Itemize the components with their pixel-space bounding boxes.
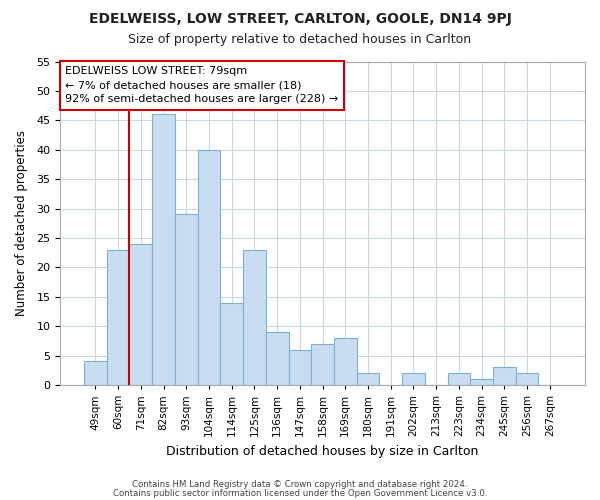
Text: Size of property relative to detached houses in Carlton: Size of property relative to detached ho… bbox=[128, 32, 472, 46]
Bar bbox=[220, 302, 243, 385]
Text: EDELWEISS, LOW STREET, CARLTON, GOOLE, DN14 9PJ: EDELWEISS, LOW STREET, CARLTON, GOOLE, D… bbox=[89, 12, 511, 26]
Bar bbox=[152, 114, 175, 385]
Bar bbox=[289, 350, 311, 385]
Text: Contains public sector information licensed under the Open Government Licence v3: Contains public sector information licen… bbox=[113, 488, 487, 498]
Bar bbox=[311, 344, 334, 385]
Bar bbox=[470, 379, 493, 385]
Bar bbox=[197, 150, 220, 385]
Bar bbox=[448, 373, 470, 385]
Bar bbox=[175, 214, 197, 385]
Y-axis label: Number of detached properties: Number of detached properties bbox=[15, 130, 28, 316]
Bar bbox=[402, 373, 425, 385]
Bar bbox=[107, 250, 130, 385]
Bar bbox=[266, 332, 289, 385]
Bar bbox=[130, 244, 152, 385]
Bar bbox=[356, 373, 379, 385]
Bar bbox=[84, 362, 107, 385]
Text: EDELWEISS LOW STREET: 79sqm
← 7% of detached houses are smaller (18)
92% of semi: EDELWEISS LOW STREET: 79sqm ← 7% of deta… bbox=[65, 66, 338, 104]
Bar bbox=[243, 250, 266, 385]
Bar bbox=[516, 373, 538, 385]
Bar bbox=[334, 338, 356, 385]
Text: Contains HM Land Registry data © Crown copyright and database right 2024.: Contains HM Land Registry data © Crown c… bbox=[132, 480, 468, 489]
Bar bbox=[493, 368, 516, 385]
X-axis label: Distribution of detached houses by size in Carlton: Distribution of detached houses by size … bbox=[166, 444, 479, 458]
